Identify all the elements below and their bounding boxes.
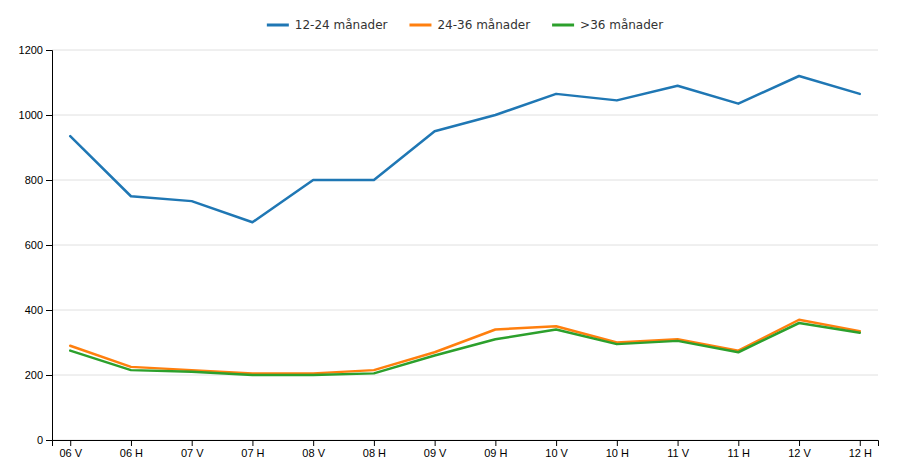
tick: 1200 [19, 44, 52, 56]
tick-mark [860, 440, 861, 446]
tick-label: 10 V [545, 447, 568, 459]
series-line [70, 323, 860, 375]
tick-mark [738, 440, 739, 446]
tick: 08 H [363, 440, 386, 459]
axis-domain [53, 441, 879, 447]
tick-mark [313, 440, 314, 446]
tick: 07 H [241, 440, 264, 459]
legend-label: 24-36 månader [437, 18, 530, 32]
tick: 0 [37, 434, 52, 446]
tick-mark [192, 440, 193, 446]
tick-label: 1200 [19, 44, 43, 56]
tick: 08 V [302, 440, 325, 459]
grid-line [52, 115, 878, 116]
legend-swatch [409, 24, 431, 27]
tick-mark [435, 440, 436, 446]
axis-domain [46, 51, 53, 441]
plot: 0 200 400 600 800 1000 1200 06 V 06 H 07 V 07 H 08 … [19, 44, 879, 459]
tick-mark [70, 440, 71, 446]
tick: 12 H [849, 440, 872, 459]
chart: 0 200 400 600 800 1000 1200 06 V 06 H 07 V 07 H 08 … [0, 0, 902, 474]
tick-label: 600 [25, 239, 43, 251]
tick: 200 [25, 369, 52, 381]
legend: 12-24 månader 24-36 månader >36 månader [267, 18, 663, 32]
tick-label: 400 [25, 304, 43, 316]
grid [52, 50, 878, 440]
legend-swatch [552, 24, 574, 27]
tick-label: 07 H [241, 447, 264, 459]
tick-label: 10 H [606, 447, 629, 459]
tick-label: 12 V [788, 447, 811, 459]
tick: 10 V [545, 440, 568, 459]
tick-mark [46, 245, 52, 246]
tick: 07 V [181, 440, 204, 459]
grid-line [52, 310, 878, 311]
tick: 11 H [728, 440, 750, 459]
tick-label: 08 H [363, 447, 386, 459]
tick: 10 H [606, 440, 629, 459]
y-axis: 0 200 400 600 800 1000 1200 [19, 44, 53, 446]
grid-line [52, 245, 878, 246]
tick: 11 V [667, 440, 689, 459]
series-line [70, 76, 860, 222]
tick-label: 07 V [181, 447, 204, 459]
tick-label: 200 [25, 369, 43, 381]
tick-mark [46, 50, 52, 51]
tick-label: 11 V [667, 447, 689, 459]
tick-label: 0 [37, 434, 43, 446]
tick: 12 V [788, 440, 811, 459]
legend-item: >36 månader [552, 18, 663, 32]
tick: 800 [25, 174, 52, 186]
tick-mark [46, 180, 52, 181]
tick-mark [46, 115, 52, 116]
tick: 400 [25, 304, 52, 316]
tick-mark [46, 310, 52, 311]
tick-label: 09 H [484, 447, 507, 459]
grid-line [52, 375, 878, 376]
tick-label: 08 V [302, 447, 325, 459]
lines [70, 76, 860, 375]
legend-item: 12-24 månader [267, 18, 388, 32]
tick: 09 H [484, 440, 507, 459]
legend-label: 12-24 månader [295, 18, 388, 32]
tick-label: 09 V [424, 447, 447, 459]
tick-label: 12 H [849, 447, 872, 459]
legend-swatch [267, 24, 289, 27]
legend-item: 24-36 månader [409, 18, 530, 32]
x-axis: 06 V 06 H 07 V 07 H 08 V 08 H 09 V 09 H 10 V 10 H… [53, 440, 879, 459]
tick-mark [678, 440, 679, 446]
tick-label: 800 [25, 174, 43, 186]
tick-label: 1000 [19, 109, 43, 121]
tick-mark [495, 440, 496, 446]
tick: 1000 [19, 109, 52, 121]
tick-label: 06 H [120, 447, 143, 459]
legend-label: >36 månader [580, 18, 663, 32]
tick-mark [799, 440, 800, 446]
tick: 06 H [120, 440, 143, 459]
tick: 600 [25, 239, 52, 251]
tick-mark [617, 440, 618, 446]
tick: 06 V [59, 440, 82, 459]
tick-label: 11 H [728, 447, 750, 459]
tick-mark [556, 440, 557, 446]
tick-mark [252, 440, 253, 446]
tick-mark [374, 440, 375, 446]
tick-mark [131, 440, 132, 446]
tick-label: 06 V [59, 447, 82, 459]
grid-line [52, 180, 878, 181]
tick-mark [46, 440, 52, 441]
tick: 09 V [424, 440, 447, 459]
grid-line [52, 50, 878, 51]
tick-mark [46, 375, 52, 376]
